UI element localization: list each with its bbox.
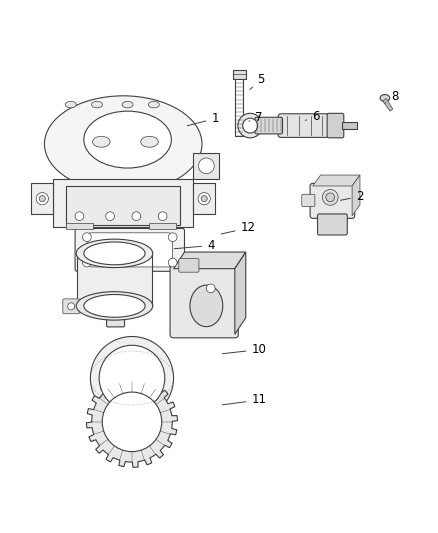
Ellipse shape [91, 101, 102, 108]
Circle shape [67, 303, 74, 310]
Text: 1: 1 [187, 112, 219, 126]
Text: 11: 11 [222, 393, 266, 407]
FancyBboxPatch shape [66, 223, 92, 229]
Polygon shape [31, 183, 53, 214]
FancyBboxPatch shape [87, 233, 172, 267]
FancyBboxPatch shape [66, 185, 180, 225]
FancyBboxPatch shape [278, 114, 331, 138]
Polygon shape [234, 252, 245, 334]
Ellipse shape [65, 101, 76, 108]
Polygon shape [53, 179, 193, 227]
FancyBboxPatch shape [75, 229, 184, 271]
Ellipse shape [190, 285, 222, 327]
Ellipse shape [122, 101, 133, 108]
Polygon shape [173, 252, 245, 269]
Circle shape [168, 233, 177, 241]
Text: 12: 12 [221, 222, 255, 235]
Polygon shape [193, 153, 219, 179]
FancyBboxPatch shape [170, 265, 238, 338]
Circle shape [106, 212, 114, 221]
Circle shape [90, 336, 173, 419]
Circle shape [198, 192, 210, 205]
Circle shape [112, 307, 118, 313]
Ellipse shape [84, 111, 171, 168]
Text: 5: 5 [249, 72, 264, 90]
Polygon shape [312, 175, 359, 186]
Polygon shape [351, 175, 359, 216]
Text: 4: 4 [174, 239, 214, 252]
Ellipse shape [379, 94, 389, 101]
Text: 2: 2 [339, 190, 363, 203]
Circle shape [321, 189, 337, 205]
Circle shape [168, 258, 177, 267]
FancyBboxPatch shape [326, 114, 343, 138]
Ellipse shape [76, 292, 152, 320]
Text: 10: 10 [222, 343, 266, 356]
Circle shape [75, 212, 84, 221]
FancyBboxPatch shape [106, 303, 124, 327]
Circle shape [201, 196, 207, 201]
FancyBboxPatch shape [317, 214, 346, 235]
Circle shape [198, 158, 214, 174]
Circle shape [132, 212, 141, 221]
FancyBboxPatch shape [149, 223, 175, 229]
FancyBboxPatch shape [254, 117, 282, 134]
FancyBboxPatch shape [178, 259, 198, 272]
Bar [232, 70, 245, 79]
Circle shape [36, 192, 48, 205]
FancyBboxPatch shape [301, 195, 314, 207]
Circle shape [82, 233, 91, 241]
Text: 7: 7 [248, 111, 262, 124]
Circle shape [325, 193, 334, 201]
FancyBboxPatch shape [309, 183, 354, 219]
Bar [341, 122, 357, 129]
Circle shape [82, 258, 91, 267]
Bar [77, 253, 151, 306]
Ellipse shape [76, 239, 152, 268]
Text: 8: 8 [384, 90, 397, 103]
Ellipse shape [84, 295, 145, 317]
Ellipse shape [44, 96, 201, 192]
Circle shape [102, 392, 161, 451]
Circle shape [206, 284, 215, 293]
Ellipse shape [148, 101, 159, 108]
Circle shape [39, 196, 45, 201]
Ellipse shape [92, 136, 110, 147]
Ellipse shape [141, 136, 158, 147]
Ellipse shape [84, 242, 145, 265]
Circle shape [99, 345, 164, 411]
Polygon shape [86, 376, 177, 467]
Circle shape [237, 114, 262, 138]
Circle shape [158, 212, 166, 221]
Polygon shape [193, 183, 215, 214]
Circle shape [242, 118, 257, 133]
Polygon shape [382, 99, 392, 111]
Text: 6: 6 [304, 110, 319, 123]
Bar [235, 79, 243, 136]
FancyBboxPatch shape [63, 299, 79, 314]
